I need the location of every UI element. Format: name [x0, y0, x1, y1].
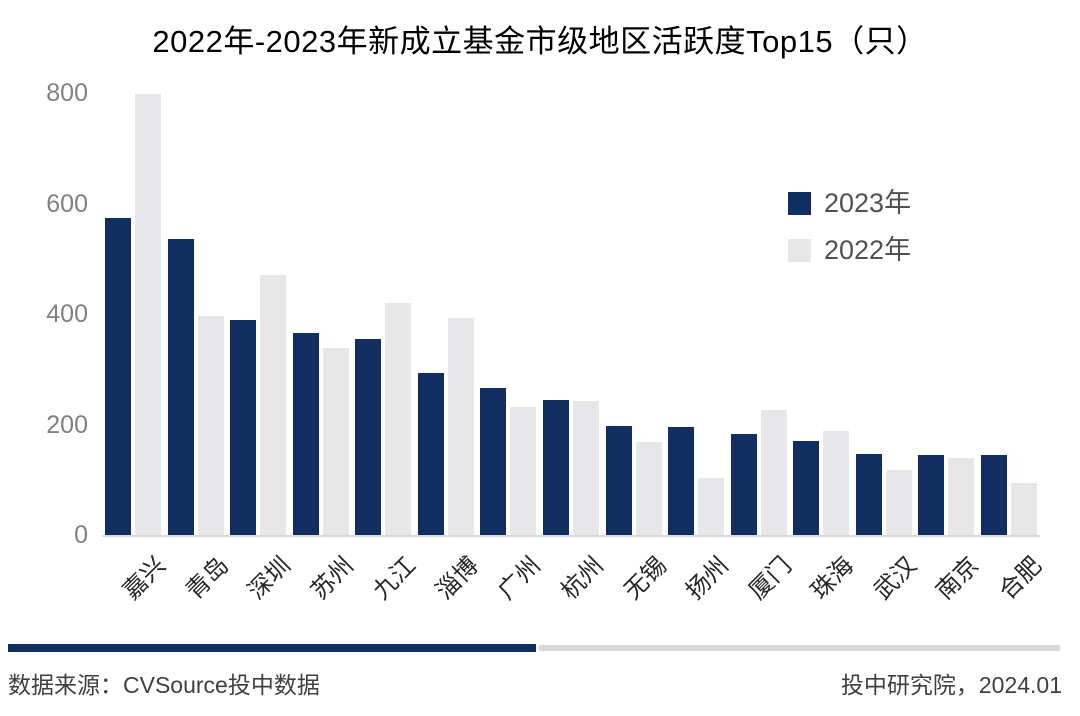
bar-2022年-嘉兴	[135, 94, 162, 535]
x-tick-label-深圳: 深圳	[243, 551, 297, 605]
bar-2022年-杭州	[572, 400, 599, 535]
bar-2022年-扬州	[698, 478, 725, 535]
bar-group-武汉	[852, 93, 915, 535]
bar-2022年-厦门	[760, 409, 787, 535]
bar-2023年-扬州	[668, 427, 695, 535]
bar-group-珠海	[790, 93, 853, 535]
bar-group-深圳	[227, 93, 290, 535]
y-tick-label-200: 200	[46, 410, 88, 439]
bar-group-九江	[352, 93, 415, 535]
legend: 2023年 2022年	[788, 188, 911, 282]
bar-group-广州	[477, 93, 540, 535]
footer-divider-navy	[8, 644, 536, 652]
y-tick-label-400: 400	[46, 300, 88, 328]
footer-divider-gray	[539, 645, 1060, 651]
bar-2023年-苏州	[292, 333, 319, 535]
x-tick-label-九江: 九江	[368, 551, 422, 605]
bar-2022年-合肥	[1010, 482, 1037, 535]
bar-2022年-青岛	[197, 316, 224, 535]
bar-2023年-珠海	[793, 441, 820, 535]
bar-group-扬州	[665, 93, 728, 535]
y-tick-label-0: 0	[74, 521, 88, 549]
x-tick-label-青岛: 青岛	[180, 551, 234, 605]
x-tick-label-苏州: 苏州	[305, 551, 359, 605]
legend-swatch-2022年	[788, 238, 811, 262]
bar-group-淄博	[415, 93, 478, 535]
legend-swatch-2023年	[788, 191, 811, 215]
bar-2022年-武汉	[885, 469, 912, 535]
bar-group-嘉兴	[102, 93, 165, 535]
x-tick-label-珠海: 珠海	[806, 551, 860, 605]
bar-group-苏州	[290, 93, 353, 535]
bar-2023年-九江	[355, 339, 382, 535]
legend-label: 2022年	[824, 235, 912, 265]
bar-group-杭州	[540, 93, 603, 535]
legend-item-2023年: 2023年	[788, 188, 911, 218]
x-tick-label-武汉: 武汉	[868, 551, 922, 605]
bar-2022年-九江	[385, 302, 412, 535]
x-tick-label-淄博: 淄博	[430, 551, 484, 605]
data-source-label: 数据来源：CVSource投中数据	[8, 672, 320, 698]
bar-2023年-深圳	[230, 319, 257, 535]
bar-2023年-淄博	[417, 372, 444, 535]
x-tick-label-无锡: 无锡	[618, 551, 672, 605]
bar-2023年-嘉兴	[105, 218, 132, 535]
x-tick-label-广州: 广州	[493, 551, 547, 605]
y-tick-label-800: 800	[46, 79, 88, 107]
bar-2023年-武汉	[855, 454, 882, 535]
bar-2023年-杭州	[542, 399, 569, 535]
bar-2023年-无锡	[605, 426, 632, 535]
bar-2022年-珠海	[823, 431, 850, 535]
y-tick-label-600: 600	[46, 189, 88, 218]
bar-group-青岛	[165, 93, 228, 535]
bar-2023年-青岛	[167, 239, 194, 535]
bar-2023年-厦门	[730, 433, 757, 535]
x-tick-label-南京: 南京	[931, 551, 985, 605]
bar-group-合肥	[977, 93, 1040, 535]
legend-label: 2023年	[824, 188, 912, 218]
bar-2022年-广州	[510, 406, 537, 535]
x-tick-label-嘉兴: 嘉兴	[118, 551, 172, 605]
bar-2022年-淄博	[447, 318, 474, 535]
chart-title: 2022年-2023年新成立基金市级地区活跃度Top15（只）	[152, 24, 928, 59]
bar-group-厦门	[727, 93, 790, 535]
legend-item-2022年: 2022年	[788, 235, 911, 265]
bar-2022年-无锡	[635, 442, 662, 535]
bar-2023年-南京	[918, 454, 945, 535]
bar-2022年-深圳	[260, 275, 287, 535]
bar-2023年-广州	[480, 387, 507, 535]
bar-group-无锡	[602, 93, 665, 535]
credit-label: 投中研究院，2024.01	[840, 672, 1062, 698]
bar-2023年-合肥	[980, 455, 1007, 535]
x-tick-label-厦门: 厦门	[743, 551, 797, 605]
plot-area	[102, 93, 1040, 535]
x-tick-label-扬州: 扬州	[681, 551, 735, 605]
bar-group-南京	[915, 93, 978, 535]
x-tick-label-合肥: 合肥	[993, 551, 1047, 605]
bar-2022年-苏州	[322, 348, 349, 535]
x-tick-label-杭州: 杭州	[556, 551, 610, 605]
bar-2022年-南京	[948, 457, 975, 535]
bar-chart: 0 200 400 600 800 嘉兴 青岛 深圳 苏州 九江 淄博 广州 杭州 无锡 扬州 厦门 珠海 武汉…	[46, 79, 1046, 605]
y-axis: 0 200 400 600 800	[22, 79, 88, 549]
